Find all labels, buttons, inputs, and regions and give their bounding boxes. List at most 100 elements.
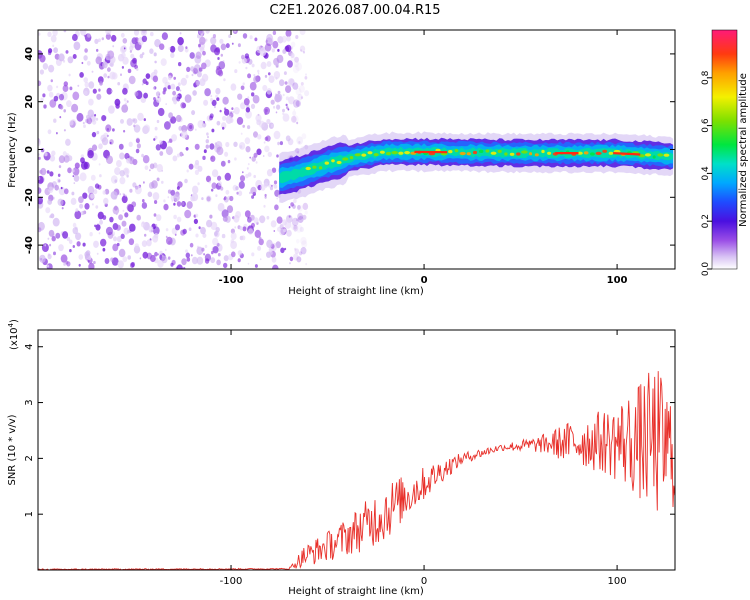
noise-speckle xyxy=(242,171,244,174)
noise-speckle xyxy=(293,253,299,261)
noise-speckle xyxy=(296,256,302,263)
noise-speckle xyxy=(96,48,99,52)
noise-speckle xyxy=(192,90,197,96)
noise-speckle xyxy=(223,262,228,269)
snr-y-tick-label: 2 xyxy=(24,455,35,461)
noise-speckle xyxy=(223,78,226,82)
noise-speckle xyxy=(290,52,295,59)
noise-speckle xyxy=(168,47,171,50)
spectrogram-axes: -100 0 100 -40 -20 0 20 40 xyxy=(24,30,675,286)
noise-speckle xyxy=(102,215,107,220)
noise-speckle xyxy=(211,99,217,107)
signal-spot xyxy=(541,149,545,154)
signal-spot xyxy=(516,152,521,156)
signal-core xyxy=(613,152,641,156)
noise-speckle xyxy=(258,238,264,246)
noise-speckle xyxy=(165,103,167,106)
noise-speckle xyxy=(296,121,299,125)
noise-speckle xyxy=(162,90,166,95)
noise-speckle xyxy=(168,112,174,119)
noise-speckle xyxy=(38,32,41,36)
noise-speckle xyxy=(252,94,260,104)
noise-speckle xyxy=(272,264,279,269)
noise-speckle xyxy=(276,216,283,224)
noise-speckle xyxy=(244,210,251,218)
noise-speckle xyxy=(282,108,285,113)
noise-speckle xyxy=(253,74,256,77)
noise-speckle xyxy=(87,185,95,195)
noise-speckle xyxy=(56,132,58,135)
noise-speckle xyxy=(253,152,258,158)
noise-speckle xyxy=(75,208,79,212)
noise-speckle xyxy=(60,254,68,263)
noise-speckle xyxy=(128,141,133,147)
noise-speckle xyxy=(184,178,188,184)
noise-speckle xyxy=(118,248,126,258)
noise-speckle xyxy=(167,140,170,144)
noise-speckle xyxy=(214,231,218,237)
noise-speckle xyxy=(127,230,130,234)
noise-speckle xyxy=(247,163,250,166)
noise-speckle xyxy=(141,83,144,86)
noise-speckle xyxy=(195,233,199,238)
noise-speckle xyxy=(124,152,130,160)
noise-speckle xyxy=(197,165,203,172)
noise-speckle xyxy=(167,75,172,81)
noise-speckle xyxy=(111,90,113,93)
noise-speckle xyxy=(94,224,97,228)
noise-speckle xyxy=(185,252,190,259)
noise-speckle xyxy=(237,258,241,263)
noise-speckle xyxy=(63,109,66,113)
noise-speckle xyxy=(217,175,222,181)
noise-speckle xyxy=(175,224,180,231)
noise-speckle xyxy=(273,184,275,186)
noise-speckle xyxy=(110,175,118,184)
noise-speckle xyxy=(92,88,97,94)
noise-speckle xyxy=(38,139,41,145)
noise-speckle xyxy=(198,67,203,72)
noise-speckle xyxy=(154,39,161,48)
noise-speckle xyxy=(174,233,177,236)
noise-speckle xyxy=(304,76,308,80)
noise-speckle xyxy=(132,57,137,64)
noise-speckle xyxy=(204,253,211,262)
noise-speckle xyxy=(66,100,72,108)
noise-speckle xyxy=(181,201,185,206)
signal-band-layer-4 xyxy=(279,146,674,184)
noise-speckle xyxy=(222,215,228,222)
noise-speckle xyxy=(42,93,46,98)
noise-speckle xyxy=(242,226,247,232)
noise-speckle xyxy=(274,204,279,211)
noise-speckle xyxy=(49,155,56,162)
noise-speckle xyxy=(163,199,166,203)
noise-speckle xyxy=(305,262,308,266)
noise-speckle xyxy=(225,43,230,49)
noise-speckle xyxy=(49,171,54,177)
noise-speckle xyxy=(292,82,299,90)
noise-speckle xyxy=(262,84,268,92)
noise-speckle xyxy=(299,226,304,232)
noise-speckle xyxy=(152,226,160,235)
snr-axes: -100 0 100 1 2 3 4 xyxy=(24,330,675,587)
noise-speckle xyxy=(88,262,95,269)
noise-speckle xyxy=(47,129,52,135)
noise-speckle xyxy=(267,151,272,158)
noise-speckle xyxy=(245,107,251,113)
noise-speckle xyxy=(119,152,125,160)
noise-speckle xyxy=(153,52,157,57)
noise-speckle xyxy=(114,167,121,176)
spectrogram-x-tick-label: 0 xyxy=(421,275,428,286)
noise-speckle xyxy=(159,140,163,145)
noise-speckle xyxy=(285,103,288,107)
signal-spot xyxy=(479,149,484,153)
noise-speckle xyxy=(224,151,229,157)
noise-speckle xyxy=(129,50,132,53)
noise-speckle xyxy=(254,229,261,238)
noise-speckle xyxy=(231,251,236,258)
noise-speckle xyxy=(119,170,125,177)
noise-speckle xyxy=(109,141,112,145)
noise-speckle xyxy=(266,35,274,45)
noise-speckle xyxy=(161,32,168,40)
noise-speckle xyxy=(190,195,196,202)
noise-speckle xyxy=(282,49,287,54)
